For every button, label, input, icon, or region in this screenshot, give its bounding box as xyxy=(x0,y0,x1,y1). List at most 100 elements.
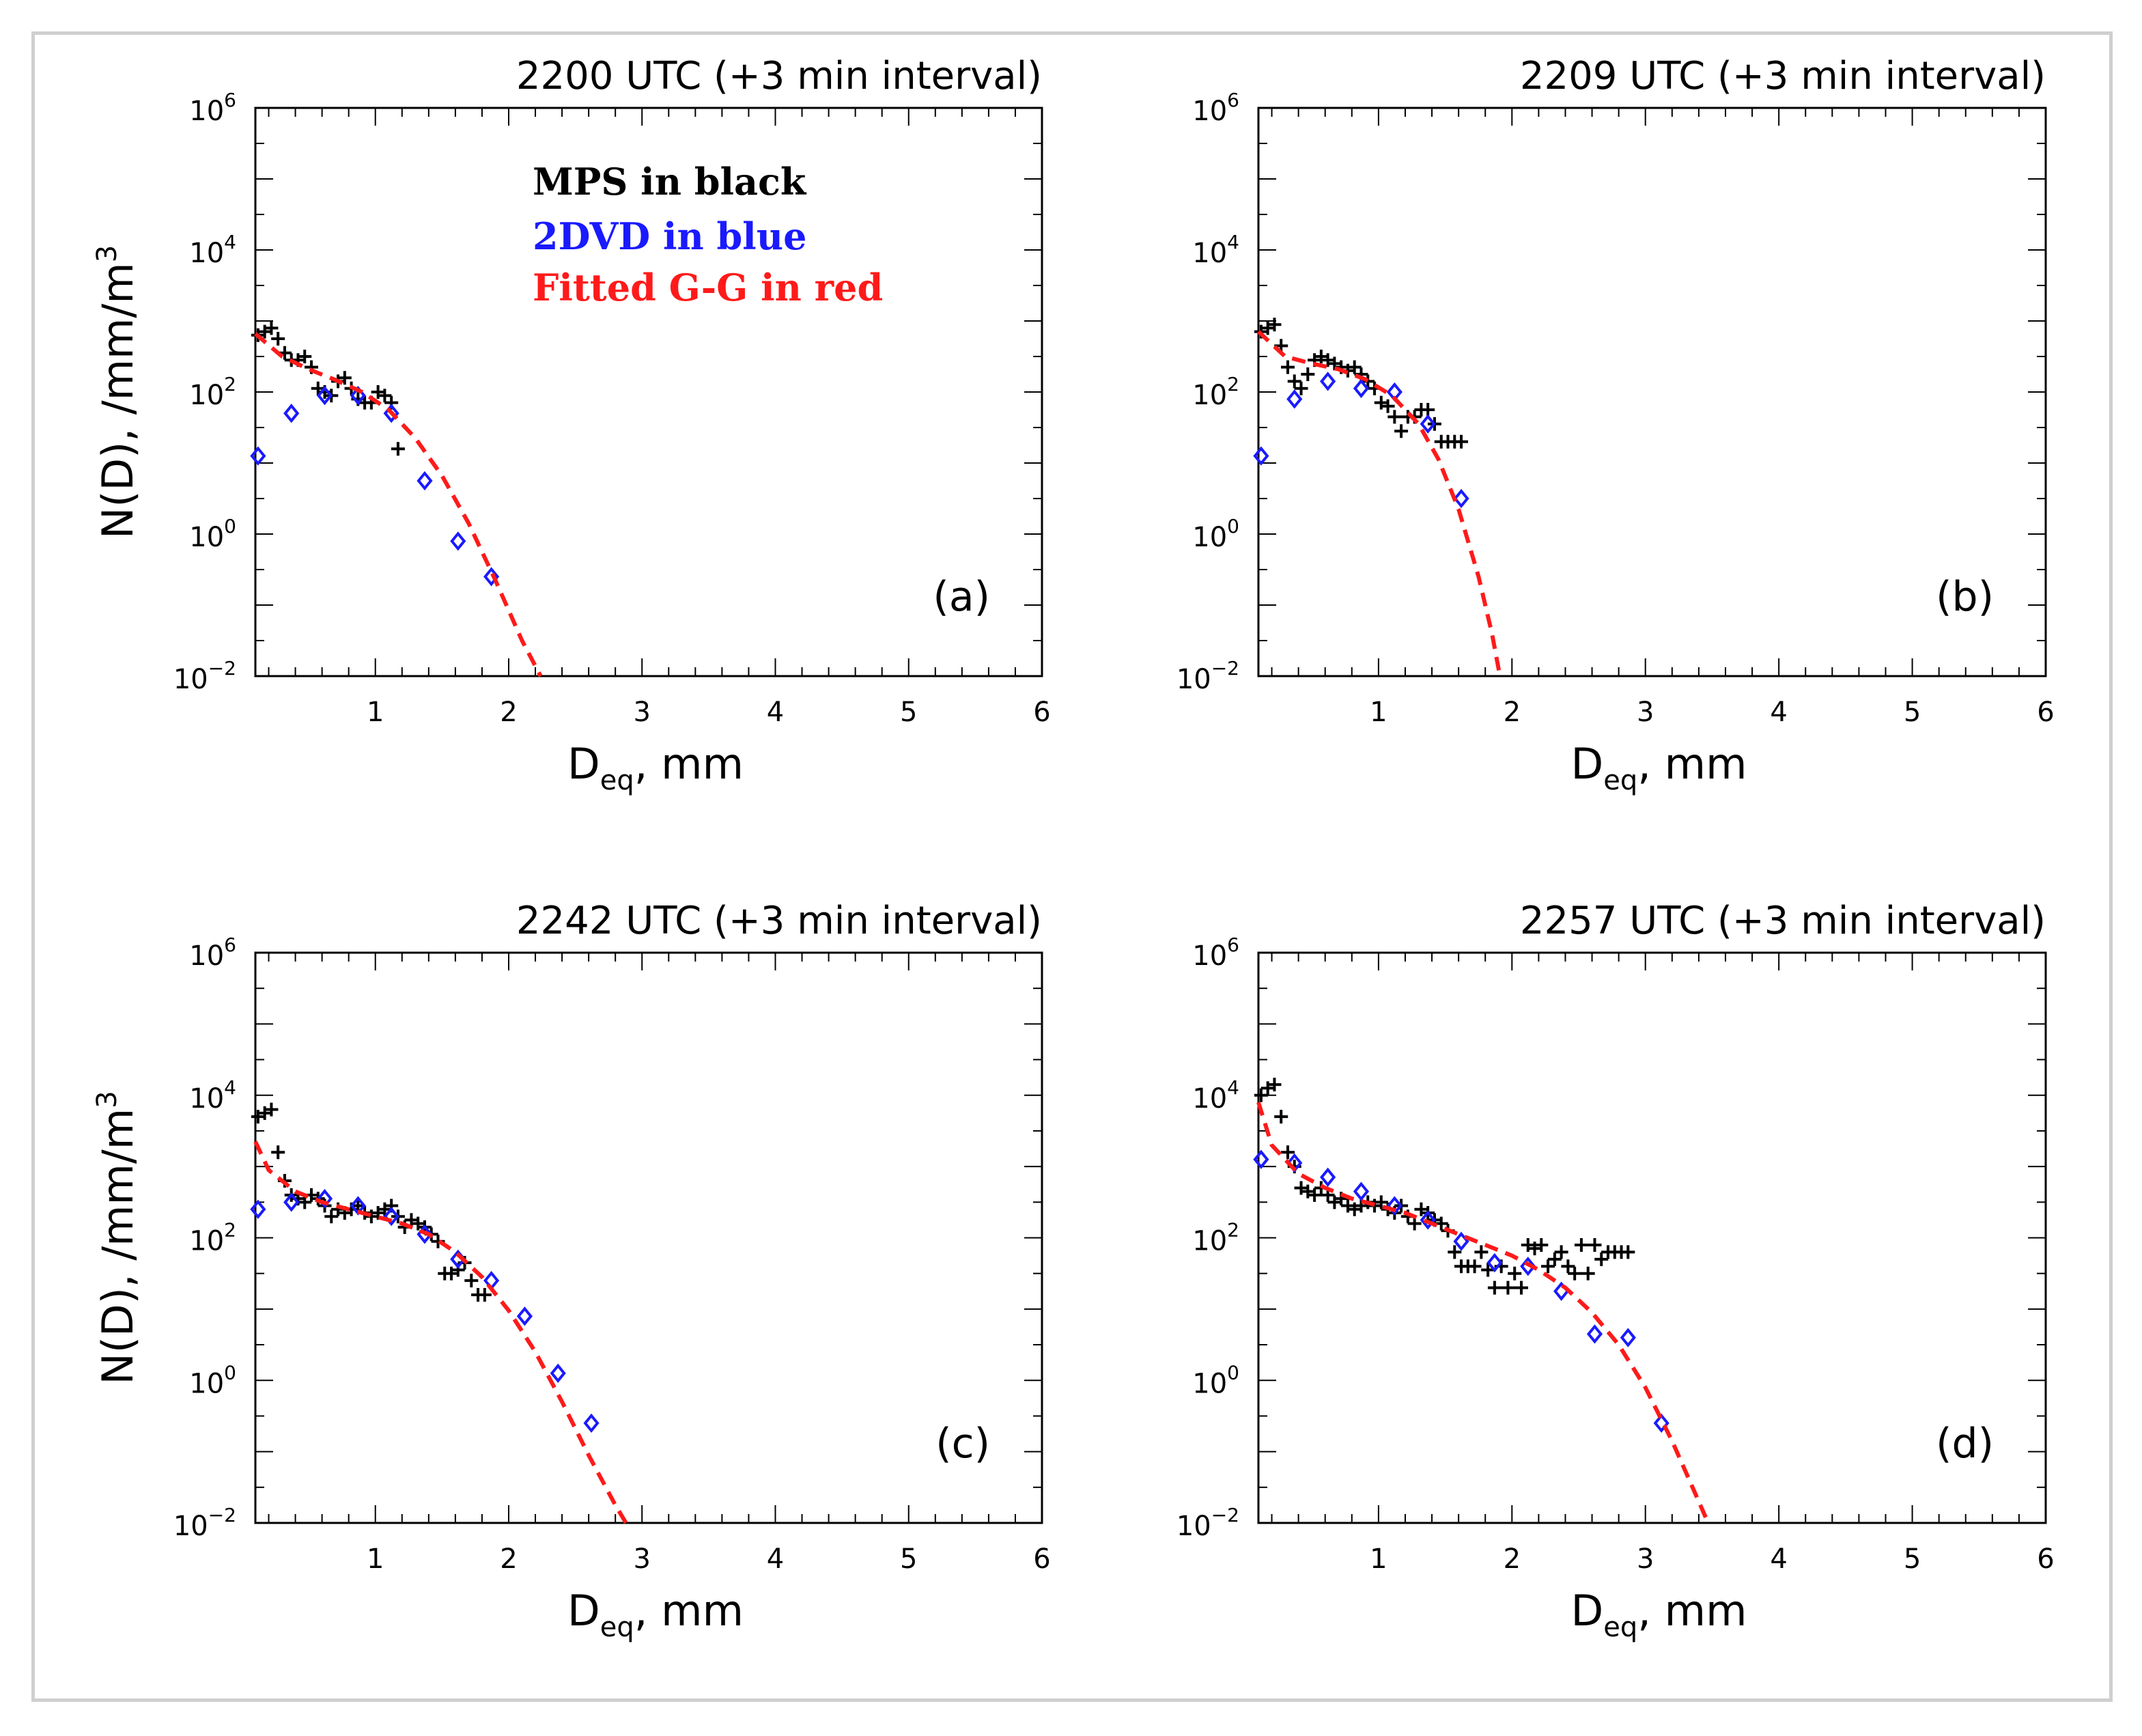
mps-point xyxy=(1501,1280,1515,1295)
mps-point xyxy=(378,389,392,403)
dvd-point xyxy=(417,471,433,491)
x-tick-label: 5 xyxy=(900,1543,917,1575)
panel-c: 1 2 3 4 5 6 10−2 100 102 104 106 2242 UTC (+3 min i… xyxy=(91,899,1051,1643)
plot-area xyxy=(1257,107,2047,677)
dvd-point xyxy=(1620,1328,1636,1347)
mps-point xyxy=(1394,424,1409,438)
x-tick-label: 1 xyxy=(367,697,384,728)
legend-fit: Fitted G-G in red xyxy=(533,266,883,309)
y-tick-label: 106 xyxy=(189,934,236,972)
mps-point xyxy=(264,1102,279,1117)
panel-label: (d) xyxy=(1936,1420,1994,1468)
mps-point xyxy=(1534,1237,1549,1252)
y-tick-label: 100 xyxy=(1192,1361,1239,1399)
mps-point xyxy=(1594,1252,1609,1266)
mps-point xyxy=(1387,410,1402,424)
mps-point xyxy=(1287,374,1301,389)
y-tick-label: 102 xyxy=(1192,1219,1239,1257)
dvd-point xyxy=(516,1306,533,1326)
dvd-point xyxy=(316,386,333,406)
y-tick-label: 100 xyxy=(189,1361,236,1399)
y-tick-label: 106 xyxy=(189,89,236,127)
x-axis-title: Deq, mm xyxy=(1571,1586,1747,1643)
x-tick-label: 6 xyxy=(2037,1543,2054,1575)
mps-point xyxy=(1541,1259,1555,1274)
panel-title: 2209 UTC (+3 min interval) xyxy=(1520,54,2046,98)
x-tick-label: 6 xyxy=(1033,697,1050,728)
dvd-point xyxy=(1353,1181,1370,1201)
mps-point xyxy=(1621,1245,1635,1259)
x-tick-label: 4 xyxy=(1770,697,1787,728)
x-tick-label: 6 xyxy=(1033,1543,1050,1575)
panel-label: (a) xyxy=(933,573,990,621)
y-tick-label: 10−2 xyxy=(173,657,236,695)
mps-point xyxy=(1454,434,1469,449)
mps-point xyxy=(1554,1245,1568,1259)
x-tick-label: 1 xyxy=(1370,1543,1387,1575)
mps-point xyxy=(477,1288,492,1302)
mps-point xyxy=(1274,1110,1288,1124)
fit-curve xyxy=(253,1140,628,1524)
legend-mps: MPS in black xyxy=(533,160,807,204)
mps-point xyxy=(324,1209,339,1224)
x-tick-label: 4 xyxy=(1770,1543,1787,1575)
x-tick-label: 3 xyxy=(634,697,651,728)
mps-point xyxy=(1574,1237,1588,1252)
dvd-point xyxy=(283,1192,300,1212)
y-tick-label: 104 xyxy=(189,1076,236,1115)
y-tick-label: 104 xyxy=(1192,231,1239,269)
fit-curve xyxy=(254,332,543,677)
y-tick-label: 10−2 xyxy=(173,1504,236,1542)
mps-point xyxy=(1294,381,1308,395)
y-tick-label: 104 xyxy=(189,231,236,269)
mps-point xyxy=(391,442,405,456)
mps-point xyxy=(1280,360,1295,374)
mps-point xyxy=(271,1145,285,1160)
dvd-point xyxy=(583,1413,600,1433)
mps-point xyxy=(1514,1280,1528,1295)
dvd-point xyxy=(1320,1167,1336,1187)
plot-area xyxy=(254,951,1043,1524)
mps-point xyxy=(1361,374,1375,389)
x-axis-title: Deq, mm xyxy=(567,739,744,796)
x-tick-label: 3 xyxy=(1637,1543,1654,1575)
dvd-point xyxy=(1353,378,1370,398)
dvd-point xyxy=(1586,1324,1603,1344)
mps-point xyxy=(1561,1259,1575,1274)
mps-point xyxy=(1508,1266,1522,1280)
dvd-point xyxy=(1520,1257,1536,1276)
mps-point xyxy=(337,371,352,385)
mps-point xyxy=(1467,1259,1482,1274)
x-tick-label: 6 xyxy=(2037,697,2054,728)
mps-point xyxy=(1568,1266,1582,1280)
mps-point xyxy=(1407,1216,1422,1231)
dvd-point xyxy=(1320,372,1336,391)
x-tick-label: 3 xyxy=(634,1543,651,1575)
panel-title: 2242 UTC (+3 min interval) xyxy=(516,899,1042,943)
mps-point xyxy=(1547,1252,1562,1266)
dvd-point xyxy=(1420,414,1436,434)
y-tick-label: 106 xyxy=(1192,89,1239,127)
y-axis-title: N(D), /mm/m3 xyxy=(91,245,143,539)
y-tick-label: 100 xyxy=(189,515,236,553)
mps-point xyxy=(464,1274,479,1288)
x-axis-title: Deq, mm xyxy=(567,1586,744,1643)
mps-point xyxy=(298,1195,312,1209)
dvd-point xyxy=(550,1363,566,1383)
panel-title: 2257 UTC (+3 min interval) xyxy=(1520,899,2046,943)
dvd-point xyxy=(1486,1252,1503,1273)
mps-point xyxy=(1267,318,1282,332)
plot-area xyxy=(1257,951,2047,1524)
y-tick-label: 10−2 xyxy=(1176,1504,1239,1542)
dvd-point xyxy=(1386,1196,1403,1216)
mps-point xyxy=(1254,1088,1268,1102)
dvd-point xyxy=(1253,1149,1269,1169)
panel-label: (c) xyxy=(935,1420,990,1468)
dvd-point xyxy=(316,1188,333,1209)
dvd-point xyxy=(250,1199,266,1219)
mps-point xyxy=(298,350,312,363)
dvd-point xyxy=(283,404,300,423)
x-tick-label: 2 xyxy=(500,697,517,728)
panel-title: 2200 UTC (+3 min interval) xyxy=(516,54,1042,98)
